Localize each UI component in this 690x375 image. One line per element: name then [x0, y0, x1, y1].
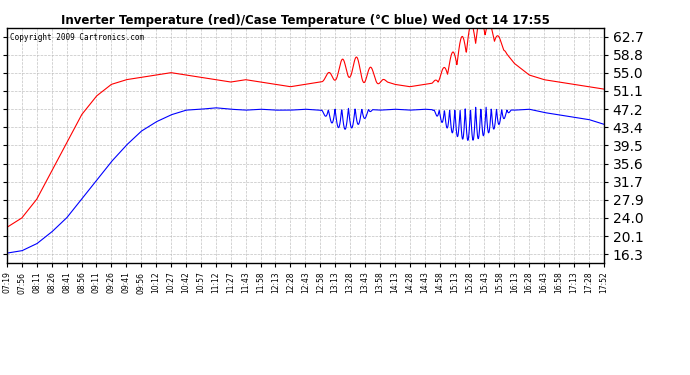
Text: Copyright 2009 Cartronics.com: Copyright 2009 Cartronics.com [10, 33, 144, 42]
Title: Inverter Temperature (red)/Case Temperature (°C blue) Wed Oct 14 17:55: Inverter Temperature (red)/Case Temperat… [61, 14, 550, 27]
